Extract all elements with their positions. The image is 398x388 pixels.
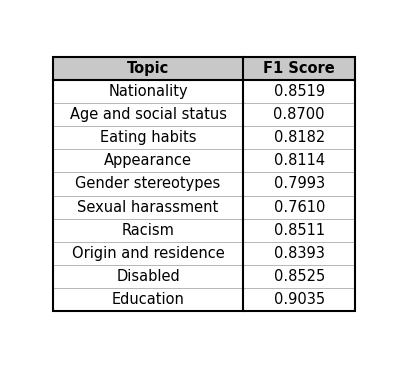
Text: 0.8519: 0.8519	[274, 84, 325, 99]
Bar	[53, 80, 355, 103]
Text: Sexual harassment: Sexual harassment	[78, 199, 219, 215]
Bar	[53, 196, 355, 218]
Text: 0.7993: 0.7993	[274, 177, 325, 192]
Text: Origin and residence: Origin and residence	[72, 246, 224, 261]
Bar	[53, 242, 355, 265]
Text: Nationality: Nationality	[108, 84, 188, 99]
Text: Racism: Racism	[122, 223, 174, 238]
Text: F1 Score: F1 Score	[263, 61, 335, 76]
Text: 0.8393: 0.8393	[274, 246, 325, 261]
Bar	[53, 57, 355, 311]
Text: Topic: Topic	[127, 61, 169, 76]
Bar	[53, 172, 355, 196]
Text: Disabled: Disabled	[116, 269, 180, 284]
Bar	[53, 149, 355, 172]
Text: 0.8525: 0.8525	[273, 269, 325, 284]
Text: 0.8511: 0.8511	[274, 223, 325, 238]
Bar	[53, 288, 355, 311]
Text: Appearance: Appearance	[104, 153, 192, 168]
Text: 0.8114: 0.8114	[274, 153, 325, 168]
Text: 0.8182: 0.8182	[273, 130, 325, 146]
Bar	[53, 57, 355, 80]
Bar	[53, 103, 355, 126]
Bar	[53, 218, 355, 242]
Text: 0.8700: 0.8700	[273, 107, 325, 122]
Bar	[53, 265, 355, 288]
Text: Gender stereotypes: Gender stereotypes	[76, 177, 220, 192]
Text: Eating habits: Eating habits	[100, 130, 196, 146]
Text: 0.9035: 0.9035	[274, 292, 325, 307]
Text: Age and social status: Age and social status	[70, 107, 226, 122]
Bar	[53, 126, 355, 149]
Text: 0.7610: 0.7610	[273, 199, 325, 215]
Text: Education: Education	[111, 292, 185, 307]
